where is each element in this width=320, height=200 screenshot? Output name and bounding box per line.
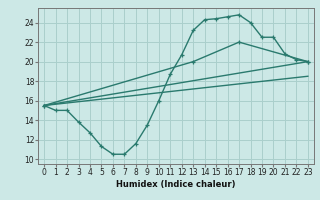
X-axis label: Humidex (Indice chaleur): Humidex (Indice chaleur) <box>116 180 236 189</box>
